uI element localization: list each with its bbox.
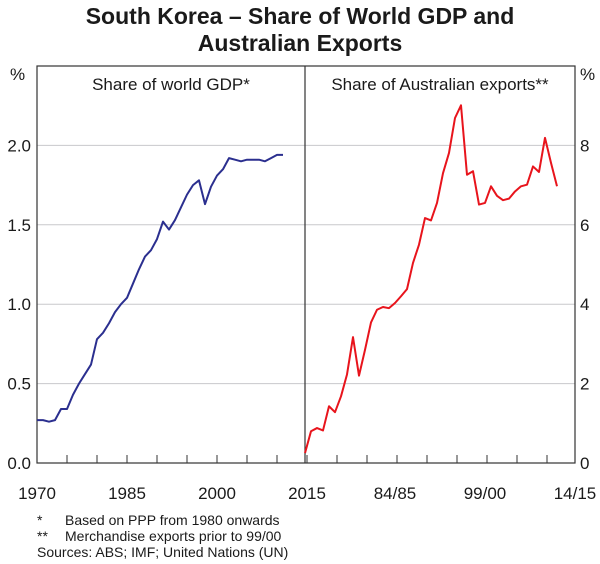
right-x-tick-label: 84/85 (374, 484, 417, 503)
right-y-tick-label: 8 (580, 136, 589, 155)
right-x-tick-label: 99/00 (464, 484, 507, 503)
chart-area: 0.0 0.5 1.0 1.5 2.0 0 2 4 6 8% % 1970 1985 2000 2015 84… (7, 65, 597, 503)
chart-title-line1: South Korea – Share of World GDP and (85, 3, 515, 29)
sources: Sources: ABS; IMF; United Nations (UN) (37, 544, 288, 560)
left-y-tick-label: 0.5 (7, 375, 31, 394)
right-y-tick-label: 4 (580, 295, 589, 314)
footnote-mark: ** (37, 528, 48, 544)
footnote-mark: * (37, 512, 43, 528)
left-x-tick-label: 2015 (288, 484, 326, 503)
left-y-tick-label: 2.0 (7, 136, 31, 155)
right-y-tick-label: 0 (580, 454, 589, 473)
plot-frame (36, 65, 576, 464)
footnote-text: Based on PPP from 1980 onwards (65, 512, 280, 528)
right-y-unit-label: % (580, 65, 595, 84)
chart-title-line2: Australian Exports (197, 30, 403, 56)
right-y-tick-label: 6 (580, 216, 589, 235)
right-y-tick-label: 2 (580, 375, 589, 394)
gdp-share-line (37, 153, 283, 423)
footnote-text: Merchandise exports prior to 99/00 (65, 528, 282, 544)
left-y-tick-label: 1.0 (7, 295, 31, 314)
footnotes: * Based on PPP from 1980 onwards ** Mercha… (37, 512, 288, 560)
left-y-unit-label: % (10, 65, 25, 84)
exports-share-line (304, 104, 558, 454)
left-y-tick-label: 1.5 (7, 216, 31, 235)
left-x-tick-label: 1970 (18, 484, 56, 503)
footnote-1: * Based on PPP from 1980 onwards (37, 512, 288, 528)
sources-text: Sources: ABS; IMF; United Nations (UN) (37, 544, 289, 560)
left-x-tick-label: 2000 (198, 484, 236, 503)
left-x-tick-label: 1985 (108, 484, 146, 503)
footnote-2: ** Merchandise exports prior to 99/00 (37, 528, 288, 544)
right-panel-title: Share of Australian exports** (331, 75, 549, 94)
right-x-tick-label: 14/15 (554, 484, 597, 503)
left-panel-title: Share of world GDP* (92, 75, 250, 94)
left-y-tick-label: 0.0 (7, 454, 31, 473)
